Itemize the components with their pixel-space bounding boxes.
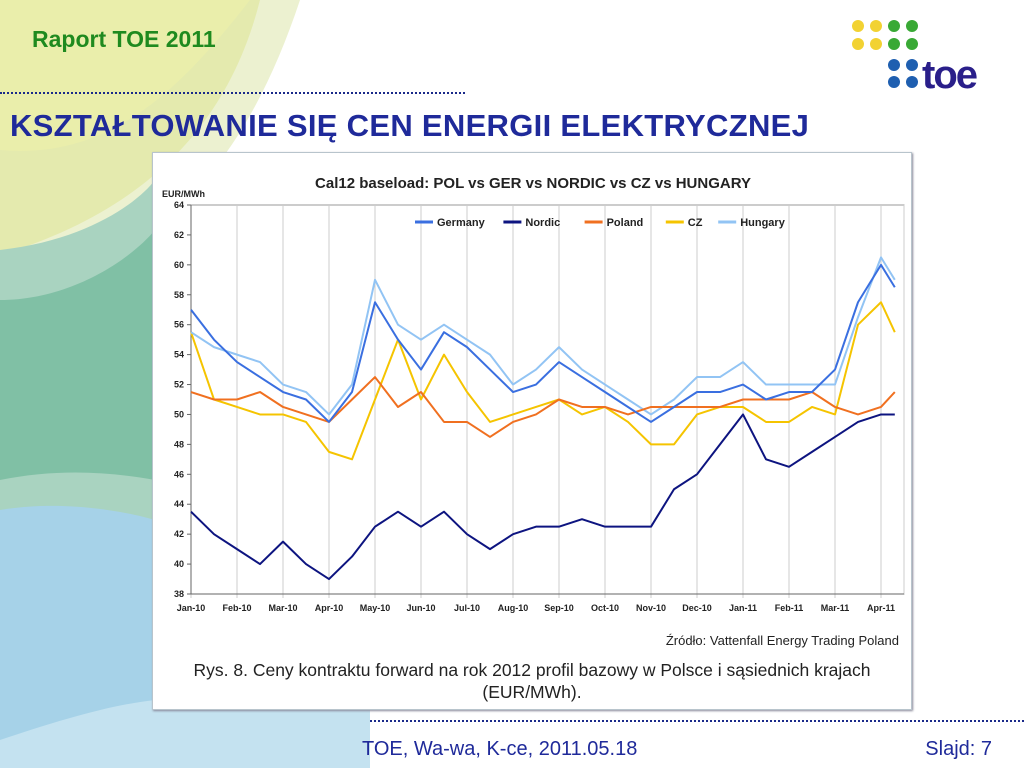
price-chart: Cal12 baseload: POL vs GER vs NORDIC vs … xyxy=(162,175,905,613)
y-tick-label: 64 xyxy=(174,200,184,210)
series-line-germany xyxy=(190,263,896,423)
y-tick-label: 54 xyxy=(174,350,184,360)
legend-label: Germany xyxy=(437,217,486,229)
footer-text: TOE, Wa-wa, K-ce, 2011.05.18 xyxy=(362,738,638,760)
page-title: KSZTAŁTOWANIE SIĘ CEN ENERGII ELEKTRYCZN… xyxy=(10,108,810,143)
y-axis-label: EUR/MWh xyxy=(162,189,205,199)
y-tick-label: 60 xyxy=(174,260,184,270)
header-divider xyxy=(0,92,465,94)
report-label: Raport TOE 2011 xyxy=(32,26,216,52)
footer-divider xyxy=(370,720,1024,722)
y-tick-label: 42 xyxy=(174,529,184,539)
y-tick-label: 56 xyxy=(174,320,184,330)
chart-figure: Cal12 baseload: POL vs GER vs NORDIC vs … xyxy=(152,152,912,710)
x-tick-label: Mar-11 xyxy=(821,603,850,613)
x-tick-label: Sep-10 xyxy=(544,603,574,613)
legend-label: Nordic xyxy=(525,217,560,229)
caption-line-2: (EUR/MWh). xyxy=(482,682,582,702)
source-note: Źródło: Vattenfall Energy Trading Poland xyxy=(665,633,899,648)
x-tick-label: Mar-10 xyxy=(268,603,297,613)
x-tick-label: Dec-10 xyxy=(682,603,712,613)
x-tick-label: Jun-10 xyxy=(406,603,435,613)
x-tick-label: Apr-10 xyxy=(315,603,344,613)
legend-label: Hungary xyxy=(740,217,786,229)
slide-number: Slajd: 7 xyxy=(925,738,992,760)
svg-text:toe: toe xyxy=(922,53,977,90)
y-tick-label: 40 xyxy=(174,559,184,569)
y-tick-label: 48 xyxy=(174,439,184,449)
legend-label: CZ xyxy=(688,217,703,229)
series-line-poland xyxy=(190,376,896,438)
x-tick-label: Jan-10 xyxy=(177,603,206,613)
legend-label: Poland xyxy=(607,217,644,229)
x-tick-label: Feb-11 xyxy=(775,603,804,613)
y-tick-label: 38 xyxy=(174,589,184,599)
x-tick-label: Oct-10 xyxy=(591,603,619,613)
x-tick-label: Aug-10 xyxy=(498,603,529,613)
chart-title: Cal12 baseload: POL vs GER vs NORDIC vs … xyxy=(315,175,751,192)
figure-caption: Rys. 8. Ceny kontraktu forward na rok 20… xyxy=(153,659,911,703)
plot-area xyxy=(190,204,905,595)
y-tick-label: 50 xyxy=(174,409,184,419)
toe-logo: toe xyxy=(852,20,979,90)
x-tick-label: May-10 xyxy=(360,603,391,613)
series-line-cz xyxy=(190,301,896,461)
series-line-nordic xyxy=(190,413,895,581)
series-line-hungary xyxy=(190,256,896,416)
y-tick-label: 46 xyxy=(174,469,184,479)
caption-line-1: Rys. 8. Ceny kontraktu forward na rok 20… xyxy=(193,660,871,680)
x-tick-label: Jan-11 xyxy=(729,603,757,613)
x-tick-label: Nov-10 xyxy=(636,603,666,613)
y-tick-label: 62 xyxy=(174,230,184,240)
x-tick-label: Feb-10 xyxy=(222,603,251,613)
x-tick-label: Jul-10 xyxy=(454,603,480,613)
y-tick-label: 58 xyxy=(174,290,184,300)
x-tick-label: Apr-11 xyxy=(867,603,895,613)
y-tick-label: 44 xyxy=(174,499,184,509)
y-tick-label: 52 xyxy=(174,380,184,390)
